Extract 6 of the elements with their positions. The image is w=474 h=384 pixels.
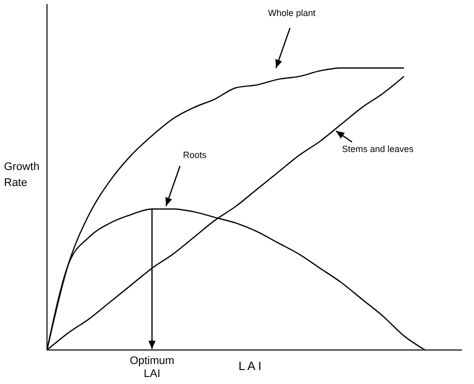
x-axis-title: L A I bbox=[238, 359, 262, 373]
text: Whole plant bbox=[268, 8, 316, 18]
legend-label: Stems and leaves bbox=[342, 144, 414, 154]
text: Roots bbox=[183, 150, 208, 160]
y-axis-title: Growth Rate bbox=[4, 161, 40, 189]
text: Optimum LAI bbox=[130, 355, 174, 380]
